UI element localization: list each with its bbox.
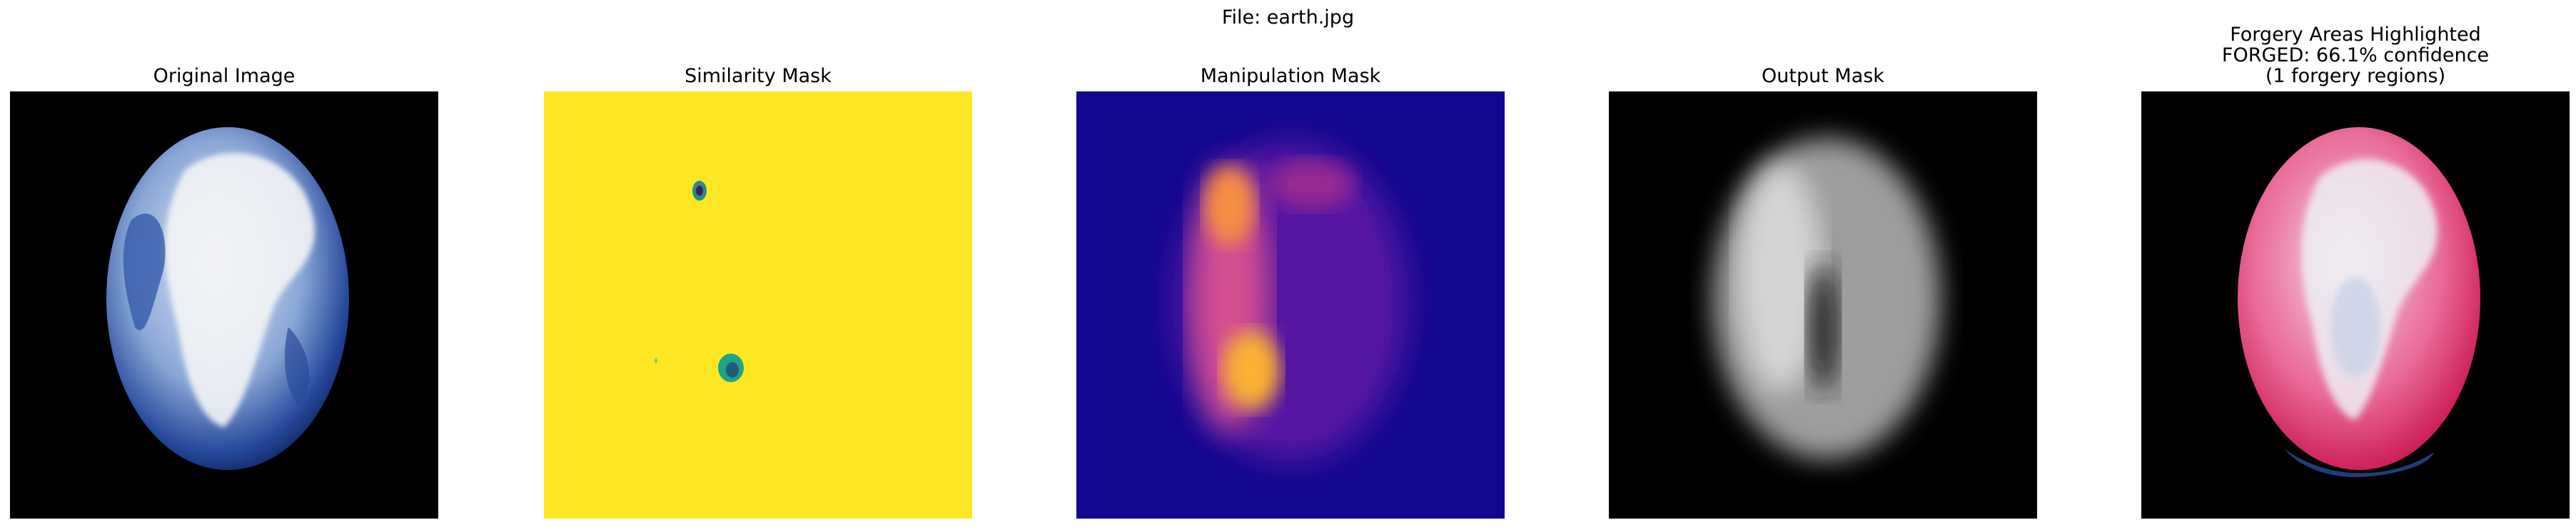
forgery-title-line-1: Forgery Areas Highlighted <box>2230 24 2481 46</box>
forgery-panel: Forgery Areas Highlighted FORGED: 66.1% … <box>2141 24 2570 519</box>
manipulation-mask-title: Manipulation Mask <box>1200 65 1381 87</box>
forgery-title-line-3: (1 forgery regions) <box>2265 65 2446 87</box>
original-image-title: Original Image <box>153 65 296 87</box>
forgery-highlight-image <box>2141 91 2570 519</box>
output-mask-title: Output Mask <box>1762 65 1884 87</box>
forgery-title-line-2: FORGED: 66.1% confidence <box>2221 44 2490 66</box>
similarity-mask-title: Similarity Mask <box>685 65 832 87</box>
original-image-panel: Original Image <box>10 66 438 519</box>
manipulation-mask <box>1076 91 1505 519</box>
output-mask <box>1609 91 2037 519</box>
original-image <box>10 91 438 519</box>
output-mask-panel: Output Mask <box>1609 66 2037 519</box>
similarity-mask <box>544 91 972 519</box>
manipulation-mask-panel: Manipulation Mask <box>1076 66 1505 519</box>
forgery-title: Forgery Areas Highlighted FORGED: 66.1% … <box>2034 24 2576 86</box>
figure-suptitle: File: earth.jpg <box>1221 6 1355 29</box>
similarity-mask-panel: Similarity Mask <box>544 66 972 519</box>
